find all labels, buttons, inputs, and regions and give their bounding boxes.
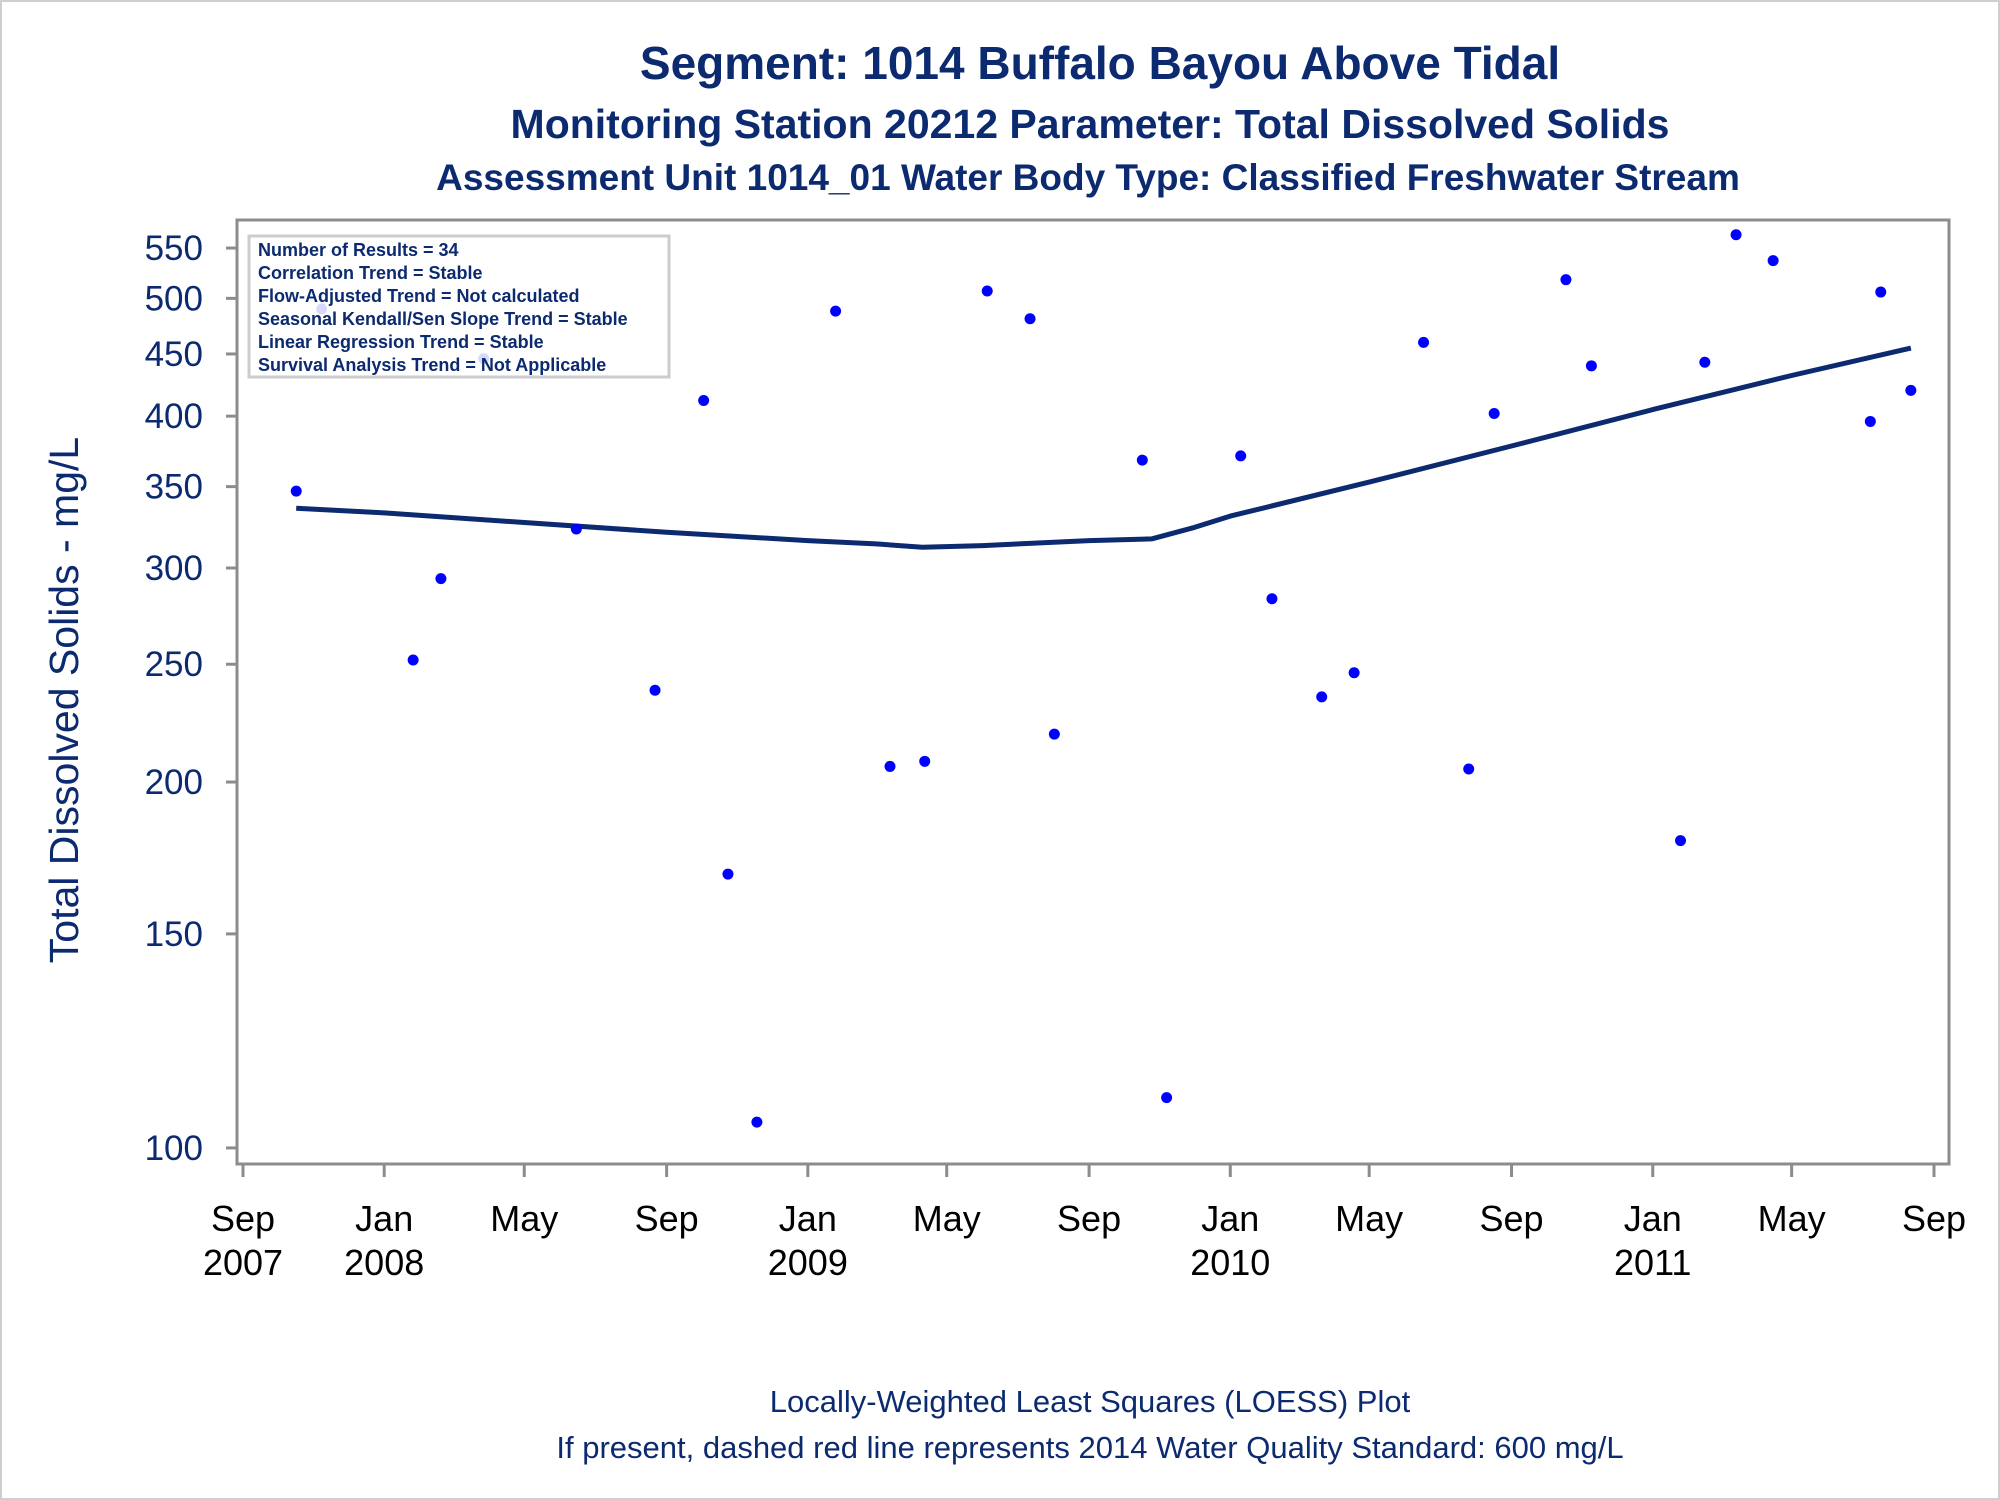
data-point bbox=[1905, 384, 1917, 396]
stats-line-4: Seasonal Kendall/Sen Slope Trend = Stabl… bbox=[258, 309, 628, 329]
data-point bbox=[1488, 408, 1500, 420]
data-point bbox=[1316, 691, 1328, 703]
y-tick-label: 500 bbox=[145, 279, 203, 318]
y-tick-label: 550 bbox=[145, 229, 203, 268]
chart-subtitle-2: Assessment Unit 1014_01 Water Body Type:… bbox=[436, 157, 1740, 198]
x-tick-label: Sep bbox=[1057, 1198, 1121, 1239]
y-tick-label: 400 bbox=[145, 397, 203, 436]
x-tick-label: Sep bbox=[211, 1198, 275, 1239]
data-point bbox=[1048, 728, 1060, 740]
x-tick-label: May bbox=[913, 1198, 981, 1239]
y-axis-label: Total Dissolved Solids - mg/L bbox=[41, 437, 87, 963]
data-point bbox=[1699, 356, 1711, 368]
data-point bbox=[1266, 593, 1278, 605]
y-tick-label: 300 bbox=[145, 549, 203, 588]
data-point bbox=[290, 485, 302, 497]
data-point bbox=[1235, 450, 1247, 462]
data-point bbox=[1864, 415, 1876, 427]
stats-line-3: Flow-Adjusted Trend = Not calculated bbox=[258, 286, 580, 306]
stats-line-2: Correlation Trend = Stable bbox=[258, 263, 483, 283]
x-tick-label: Jan bbox=[1624, 1198, 1682, 1239]
data-point bbox=[919, 755, 931, 767]
data-point bbox=[1675, 835, 1687, 847]
data-point bbox=[649, 684, 661, 696]
data-point bbox=[1767, 255, 1779, 267]
x-tick-label: Sep bbox=[1902, 1198, 1966, 1239]
data-point bbox=[1585, 360, 1597, 372]
data-point bbox=[1136, 454, 1148, 466]
footnote-1: Locally-Weighted Least Squares (LOESS) P… bbox=[770, 1384, 1411, 1419]
data-point bbox=[435, 573, 447, 585]
data-point bbox=[407, 654, 419, 666]
y-tick-label: 450 bbox=[145, 335, 203, 374]
data-point bbox=[1024, 313, 1036, 325]
x-tick-year-label: 2010 bbox=[1190, 1242, 1270, 1283]
data-point bbox=[698, 395, 710, 407]
x-tick-label: Jan bbox=[779, 1198, 837, 1239]
chart-title: Segment: 1014 Buffalo Bayou Above Tidal bbox=[640, 37, 1560, 89]
x-tick-label: Jan bbox=[1201, 1198, 1259, 1239]
x-tick-label: Sep bbox=[635, 1198, 699, 1239]
x-tick-year-label: 2008 bbox=[344, 1242, 424, 1283]
stats-legend: Number of Results = 34 Correlation Trend… bbox=[247, 234, 671, 379]
data-point bbox=[1463, 763, 1475, 775]
data-point bbox=[884, 760, 896, 772]
loess-line bbox=[296, 345, 1912, 550]
stats-line-6: Survival Analysis Trend = Not Applicable bbox=[258, 355, 606, 375]
data-point bbox=[1348, 667, 1360, 679]
y-tick-label: 150 bbox=[145, 915, 203, 954]
y-tick-label: 350 bbox=[145, 468, 203, 507]
stats-legend-box bbox=[247, 234, 671, 379]
data-point bbox=[1418, 336, 1430, 348]
x-tick-label: May bbox=[1335, 1198, 1403, 1239]
x-tick-label: Jan bbox=[355, 1198, 413, 1239]
data-point bbox=[1730, 229, 1742, 241]
data-point bbox=[1875, 286, 1887, 298]
stats-line-5: Linear Regression Trend = Stable bbox=[258, 332, 544, 352]
y-tick-label: 250 bbox=[145, 645, 203, 684]
y-axis: 100 150 200 250 300 350 400 450 500 550 bbox=[145, 229, 237, 1168]
chart-subtitle: Monitoring Station 20212 Parameter: Tota… bbox=[511, 101, 1670, 147]
x-tick-label: May bbox=[1758, 1198, 1826, 1239]
stats-line-1: Number of Results = 34 bbox=[258, 240, 459, 260]
x-tick-year-label: 2007 bbox=[203, 1242, 283, 1283]
data-point bbox=[722, 868, 734, 880]
footnote-2: If present, dashed red line represents 2… bbox=[556, 1430, 1623, 1465]
x-tick-year-label: 2011 bbox=[1614, 1242, 1691, 1283]
data-point bbox=[751, 1116, 763, 1128]
y-tick-label: 100 bbox=[145, 1129, 203, 1168]
data-point bbox=[570, 523, 582, 535]
data-point bbox=[981, 285, 993, 297]
x-tick-label: Sep bbox=[1480, 1198, 1544, 1239]
y-tick-label: 200 bbox=[145, 763, 203, 802]
data-point bbox=[1560, 274, 1572, 286]
x-tick-year-label: 2009 bbox=[768, 1242, 848, 1283]
data-point bbox=[1161, 1092, 1173, 1104]
x-tick-label: May bbox=[490, 1198, 558, 1239]
data-point bbox=[830, 305, 842, 317]
